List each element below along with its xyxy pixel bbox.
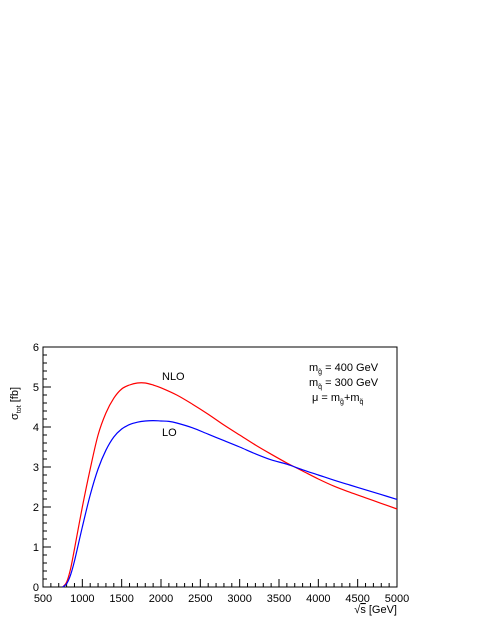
y-tick-label: 2 xyxy=(33,502,39,514)
x-tick-label: 3500 xyxy=(267,593,291,605)
x-tick-label: 500 xyxy=(34,593,52,605)
curve-label-nlo: NLO xyxy=(162,371,185,383)
series-layer xyxy=(62,382,398,588)
y-tick-label: 6 xyxy=(33,342,39,354)
y-tick-label: 0 xyxy=(33,582,39,594)
curve-label-lo: LO xyxy=(162,427,177,439)
annotation-gluino-mass: mg̃ = 400 GeV xyxy=(309,362,379,376)
x-tick-label: 1500 xyxy=(109,593,133,605)
x-tick-label: 1000 xyxy=(70,593,94,605)
x-axis-ticks: 500 1000 1500 2000 2500 3000 3500 4000 4500 5000 xyxy=(34,579,409,605)
y-tick-label: 3 xyxy=(33,462,39,474)
y-tick-label: 1 xyxy=(33,542,39,554)
x-tick-label: 4000 xyxy=(306,593,330,605)
x-axis-title: √s [GeV] xyxy=(354,604,397,616)
y-axis-title: σtot [fb] xyxy=(9,387,23,420)
annotation-squark-mass: mq̃ = 300 GeV xyxy=(309,377,379,391)
annotation-scale: μ = mg̃+mq̃ xyxy=(312,392,364,406)
x-tick-label: 5000 xyxy=(385,593,409,605)
x-tick-label: 3000 xyxy=(227,593,251,605)
x-tick-label: 2500 xyxy=(188,593,212,605)
y-tick-label: 4 xyxy=(33,422,39,434)
x-tick-label: 2000 xyxy=(149,593,173,605)
y-tick-label: 5 xyxy=(33,382,39,394)
series-line-nlo xyxy=(62,382,398,588)
series-line-lo xyxy=(62,419,398,588)
y-axis-ticks: 0 1 2 3 4 5 6 xyxy=(33,342,51,594)
x-tick-label: 4500 xyxy=(345,593,369,605)
